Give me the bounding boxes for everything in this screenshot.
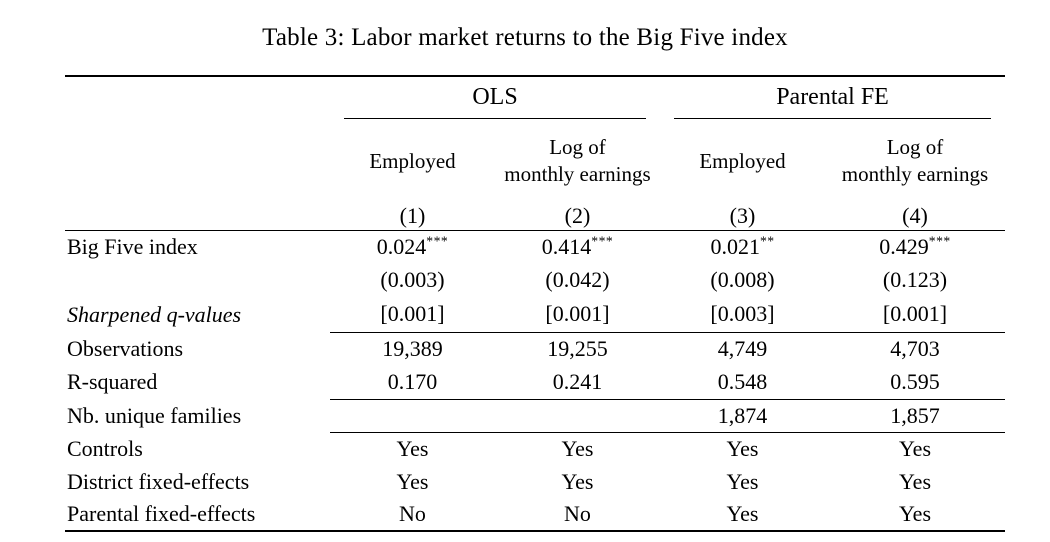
row-label: District fixed-effects [67,468,250,494]
data-cell: Yes [726,501,759,526]
column-header-3-line1: Employed [699,148,786,173]
significance-stars: *** [426,233,449,249]
row-label: Big Five index [67,233,198,259]
table-row-sharpened-q-values: Sharpened q-values [0.001] [0.001] [0.00… [65,297,1006,333]
column-header-3: Employed [660,120,825,202]
data-cell: 1,874 [660,399,825,433]
table-row-unique-families: Nb. unique families 1,874 1,857 [65,399,1006,433]
table-row-controls: Controls Yes Yes Yes Yes [65,432,1005,465]
column-header-4-line2: monthly earnings [841,162,989,186]
coefficient-value: 0.414 [541,233,592,259]
coefficient-value: 0.429 [879,233,929,259]
data-cell: 0.170 [330,365,495,400]
table-row-parental-fixed-effects: Parental fixed-effects No No Yes Yes [65,498,1005,531]
data-cell: [0.001] [330,297,495,333]
data-cell: 4,703 [890,335,940,361]
significance-stars: *** [928,233,951,249]
table-row-big-five-index: Big Five index 0.024*** 0.414*** 0.021**… [65,230,1005,263]
data-cell: Yes [726,435,759,461]
coefficient-value: 0.024 [376,233,427,259]
row-label: Controls [67,435,143,461]
column-header-1-line1: Employed [369,148,456,173]
data-cell: 4,749 [717,335,768,361]
column-number-2: (2) [495,202,660,231]
column-header-row: Employed Log of monthly earnings Employe… [65,120,1005,202]
data-cell: Yes [899,468,932,494]
data-cell: Yes [899,501,932,526]
column-header-1: Employed [330,120,495,202]
data-cell: Yes [561,468,594,494]
data-cell: 0.021** [660,230,825,263]
group-spacer-cell [65,76,330,120]
data-cell: (0.008) [710,267,775,292]
column-number-row: (1) (2) (3) (4) [65,202,1006,231]
data-cell [495,399,660,433]
column-header-4: Log of monthly earnings [825,120,1005,202]
data-cell: [0.001] [825,297,1006,333]
data-cell: 19,255 [547,335,608,361]
header-spacer-cell [65,120,330,202]
column-header-2-line1: Log of [549,135,606,159]
column-number-4: (4) [825,202,1006,231]
table-container: OLS Parental FE Employed Log of monthly … [65,75,1006,532]
table-title: Table 3: Labor market returns to the Big… [262,24,788,51]
table-row-r-squared: R-squared 0.170 0.241 0.548 0.595 [65,365,1006,400]
column-group-ols-label: OLS [344,77,646,119]
data-cell: (0.042) [545,267,610,292]
data-cell: 0.241 [495,365,660,400]
row-label: Observations [67,335,184,361]
column-group-parental-fe-label: Parental FE [674,77,992,119]
data-cell: No [399,501,426,526]
column-group-row: OLS Parental FE [65,76,1005,120]
column-group-ols: OLS [330,76,660,120]
data-cell: Yes [561,435,594,461]
column-header-2: Log of monthly earnings [495,120,660,202]
row-label: R-squared [67,369,158,394]
data-cell: No [564,501,591,526]
data-cell: (0.003) [380,267,445,292]
column-number-1: (1) [330,202,495,231]
results-table: OLS Parental FE Employed Log of monthly … [65,75,1006,532]
column-number-3: (3) [660,202,825,231]
row-label: Parental fixed-effects [67,501,256,526]
table-row-standard-errors: (0.003) (0.042) (0.008) (0.123) [65,263,1005,297]
data-cell: 0.548 [660,365,825,400]
column-header-2-line2: monthly earnings [504,162,651,186]
table-row-observations: Observations 19,389 19,255 4,749 4,703 [65,332,1005,365]
data-cell [330,399,495,433]
row-label: Sharpened q-values [67,301,242,327]
data-cell: Yes [726,468,759,494]
number-spacer-cell [65,202,330,231]
column-header-4-line1: Log of [886,135,944,159]
data-cell: 19,389 [382,335,443,361]
column-group-parental-fe: Parental FE [660,76,1005,120]
data-cell: 0.414*** [495,230,660,263]
significance-stars: *** [591,233,614,249]
data-cell: 0.024*** [330,230,495,263]
coefficient-value: 0.021 [710,233,760,259]
significance-stars: ** [759,233,775,249]
row-label: Nb. unique families [67,402,242,428]
data-cell: [0.003] [660,297,825,333]
table-row-district-fixed-effects: District fixed-effects Yes Yes Yes Yes [65,465,1005,498]
row-label [65,263,330,297]
data-cell: Yes [899,435,932,461]
data-cell: Yes [396,435,429,461]
data-cell: 0.595 [825,365,1006,400]
data-cell: 1,857 [825,399,1006,433]
data-cell: [0.001] [495,297,660,333]
data-cell: (0.123) [882,267,948,292]
data-cell: Yes [396,468,429,494]
data-cell: 0.429*** [825,230,1005,263]
